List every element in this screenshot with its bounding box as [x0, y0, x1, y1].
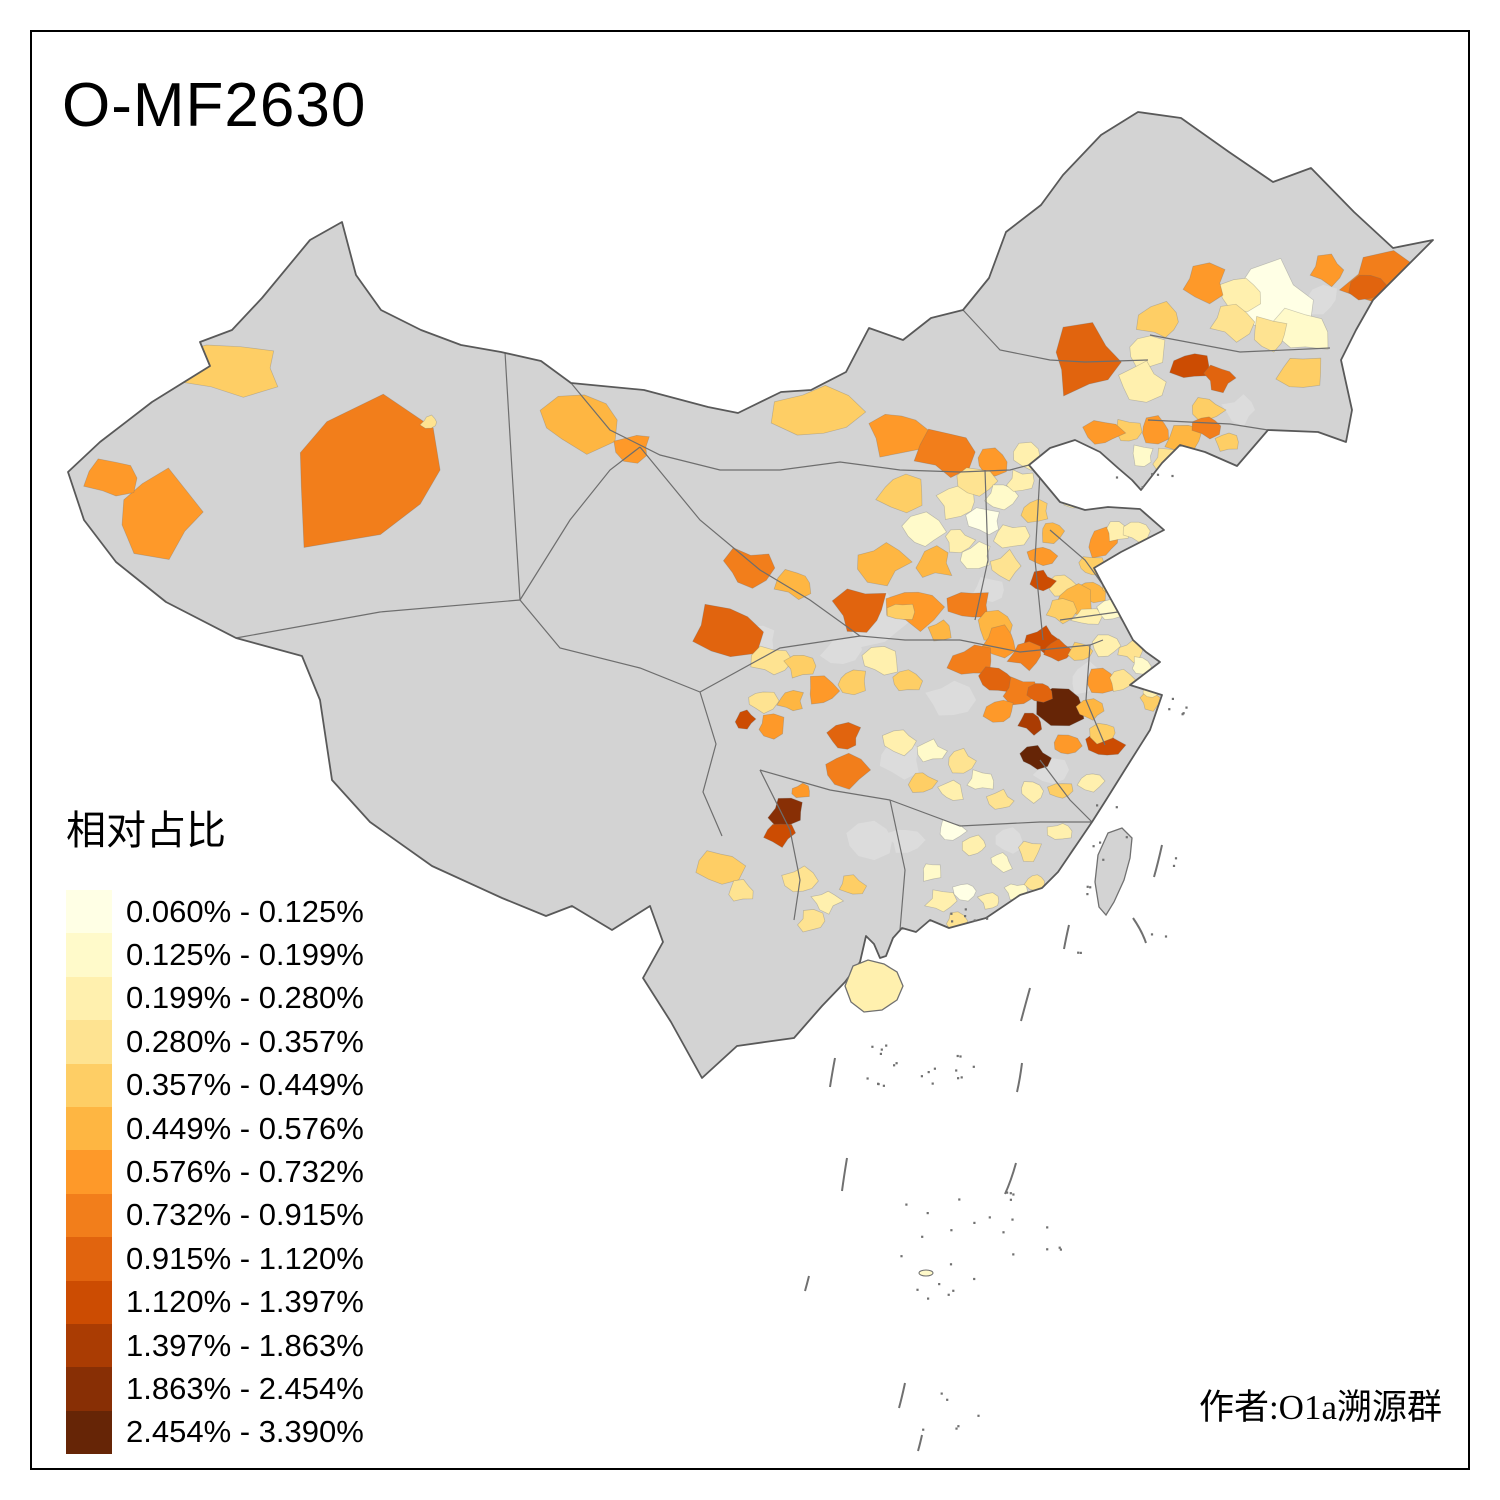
- legend-item-label: 2.454% - 3.390%: [126, 1414, 364, 1450]
- legend-item-label: 0.060% - 0.125%: [126, 893, 364, 929]
- legend-swatch: [66, 1063, 112, 1107]
- page-title: O-MF2630: [62, 71, 367, 140]
- legend-swatch: [66, 890, 112, 934]
- legend-item-label: 0.357% - 0.449%: [126, 1067, 364, 1103]
- legend-item: 0.576% - 0.732%: [66, 1150, 364, 1194]
- province-borders: [235, 309, 1331, 931]
- legend-item-label: 0.915% - 1.120%: [126, 1240, 364, 1276]
- legend-swatch: [66, 1106, 112, 1151]
- legend-swatch: [66, 1410, 112, 1455]
- legend-item-label: 0.280% - 0.357%: [126, 1023, 364, 1059]
- legend-item-label: 1.863% - 2.454%: [126, 1370, 364, 1406]
- national-border: [67, 111, 1434, 1079]
- legend-swatch: [66, 1020, 112, 1064]
- legend-item: 1.120% - 1.397%: [66, 1280, 364, 1324]
- legend-swatch: [66, 1280, 112, 1324]
- legend-item-label: 1.120% - 1.397%: [126, 1284, 364, 1320]
- legend-swatch: [66, 1193, 112, 1238]
- legend-item-label: 1.397% - 1.863%: [126, 1327, 364, 1363]
- legend-item: 2.454% - 3.390%: [66, 1410, 364, 1455]
- legend-item-label: 0.576% - 0.732%: [126, 1154, 364, 1190]
- legend-item-label: 0.199% - 0.280%: [126, 980, 364, 1016]
- islands-and-dash-line: [804, 473, 1188, 1452]
- attribution: 作者:O1a溯源群: [1198, 1388, 1442, 1427]
- legend-item: 1.397% - 1.863%: [66, 1323, 364, 1368]
- legend-item-label: 0.732% - 0.915%: [126, 1197, 364, 1233]
- legend-title: 相对占比: [66, 808, 226, 853]
- legend-item: 0.357% - 0.449%: [66, 1063, 364, 1107]
- legend-item: 1.863% - 2.454%: [66, 1367, 364, 1411]
- legend-item: 0.915% - 1.120%: [66, 1237, 364, 1281]
- legend-item: 0.449% - 0.576%: [66, 1106, 364, 1151]
- legend-item-label: 0.449% - 0.576%: [126, 1110, 364, 1146]
- prefecture-patches: [83, 250, 1427, 933]
- legend-item: 0.199% - 0.280%: [66, 976, 364, 1021]
- legend-swatch: [66, 1323, 112, 1368]
- legend-swatch: [66, 1150, 112, 1194]
- panel-frame: [30, 30, 1470, 1470]
- legend-item: 0.732% - 0.915%: [66, 1193, 364, 1238]
- legend-item-label: 0.125% - 0.199%: [126, 937, 364, 973]
- legend-swatch: [66, 976, 112, 1021]
- legend: 相对占比 0.060% - 0.125% 0.125% - 0.199% 0.199…: [66, 798, 364, 1455]
- legend-swatch: [66, 1237, 112, 1281]
- legend-item: 0.060% - 0.125%: [66, 890, 364, 934]
- legend-swatch: [66, 1367, 112, 1411]
- legend-item: 0.280% - 0.357%: [66, 1020, 364, 1064]
- legend-item: 0.125% - 0.199%: [66, 933, 364, 977]
- legend-swatch: [66, 933, 112, 977]
- legend-rows: 0.060% - 0.125% 0.125% - 0.199% 0.199% - 0…: [66, 890, 364, 1455]
